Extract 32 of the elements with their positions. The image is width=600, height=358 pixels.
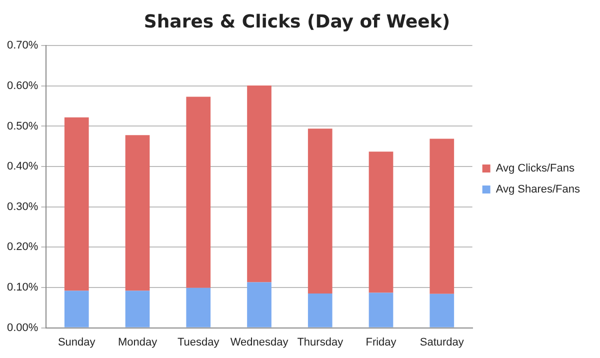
bar — [125, 135, 150, 291]
bar — [64, 290, 89, 328]
y-tick-label: 0.30% — [6, 200, 38, 213]
legend-label: Avg Clicks/Fans — [496, 162, 575, 175]
y-tick-label: 0.70% — [6, 40, 38, 52]
x-tick-label: Monday — [118, 336, 158, 348]
x-tick-label: Wednesday — [230, 336, 289, 348]
bar — [186, 288, 211, 328]
bar — [430, 294, 454, 328]
y-tick-label: 0.00% — [6, 322, 38, 334]
y-tick-label: 0.20% — [6, 241, 38, 254]
y-tick-label: 0.40% — [6, 160, 38, 173]
x-tick-label: Thursday — [297, 336, 344, 348]
y-tick-label: 0.10% — [6, 282, 38, 294]
bar — [247, 86, 272, 282]
bar — [308, 294, 332, 328]
bar — [368, 292, 394, 328]
x-tick-label: Saturday — [420, 336, 464, 348]
y-tick-label: 0.60% — [6, 80, 38, 92]
y-tick-label: 0.50% — [6, 120, 38, 132]
bar — [368, 152, 394, 293]
x-tick-label: Friday — [366, 336, 397, 348]
bar — [64, 117, 89, 291]
x-tick-label: Sunday — [58, 336, 96, 348]
bar — [125, 290, 150, 328]
x-tick-label: Tuesday — [177, 336, 220, 348]
bar — [430, 138, 454, 294]
bar — [247, 282, 272, 328]
bar — [186, 96, 211, 288]
chart-title: Shares & Clicks (Day of Week) — [144, 11, 450, 32]
bar — [308, 128, 332, 294]
legend-label: Avg Shares/Fans — [496, 184, 580, 196]
